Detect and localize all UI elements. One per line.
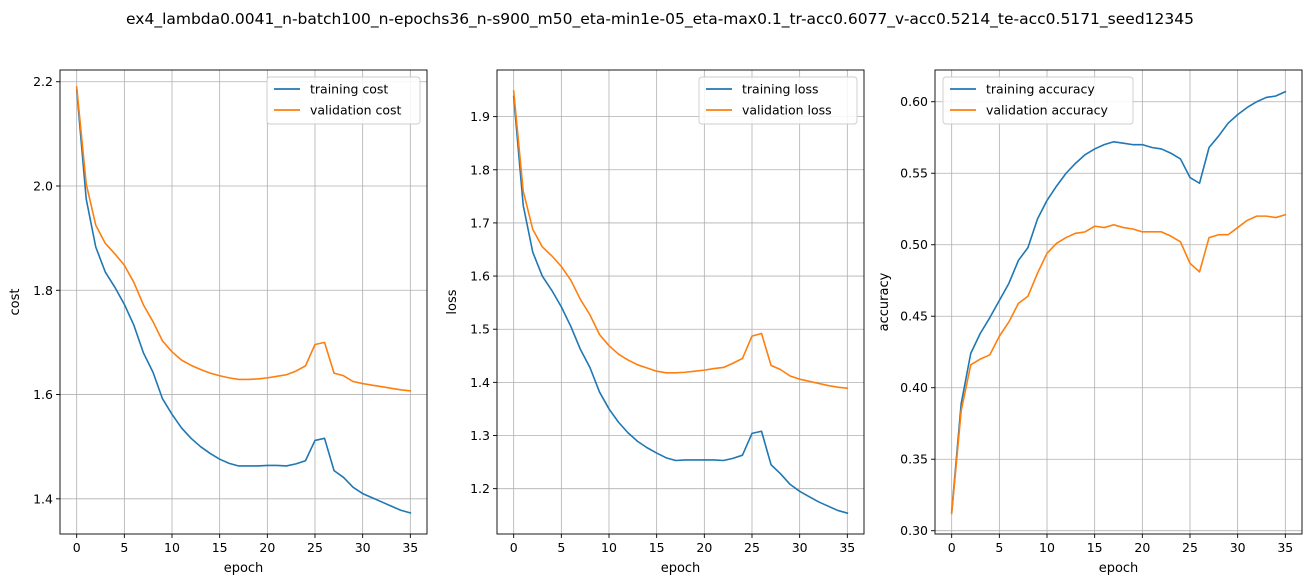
axes-frame xyxy=(496,69,865,535)
x-tick-label: 5 xyxy=(557,540,565,555)
y-tick-label: 1.4 xyxy=(33,491,53,506)
y-tick-label: 0.30 xyxy=(900,523,928,538)
series-line-training xyxy=(75,88,412,514)
y-tick-label: 1.2 xyxy=(470,481,490,496)
x-axis-label: epoch xyxy=(224,561,264,576)
y-tick-label: 1.5 xyxy=(470,322,490,337)
y-axis-label: accuracy xyxy=(877,272,892,331)
x-tick-label: 20 xyxy=(259,540,275,555)
x-tick-label: 25 xyxy=(307,540,323,555)
y-tick-label: 0.45 xyxy=(900,309,928,324)
grid xyxy=(497,70,864,534)
x-tick-label: 0 xyxy=(73,540,81,555)
y-tick-label: 0.50 xyxy=(900,237,928,252)
legend-box xyxy=(698,76,858,125)
y-tick-label: 0.35 xyxy=(900,452,928,467)
subplot-2: 0 5 10 15 20 25 30 35 1.2 1.3 1.4 1.5 1.6 1.7 1.8 1.9 ep… xyxy=(445,69,865,576)
y-tick-label: 2.0 xyxy=(33,179,53,194)
series-line-validation xyxy=(75,86,412,392)
subplot-1: 0 5 10 15 20 25 30 35 1.4 1.6 1.8 2.0 2.2 epoch cost tr… xyxy=(8,69,428,576)
legend: training cost validation cost xyxy=(266,76,421,125)
axes-frame xyxy=(59,69,428,535)
x-tick-label: 10 xyxy=(601,540,617,555)
legend-label-validation: validation loss xyxy=(742,103,832,118)
x-tick-label: 30 xyxy=(355,540,371,555)
x-tick-label: 25 xyxy=(1182,540,1198,555)
y-tick-label: 0.60 xyxy=(900,94,928,109)
x-axis-label: epoch xyxy=(661,561,701,576)
y-axis-label: cost xyxy=(8,289,23,316)
x-tick-label: 35 xyxy=(839,540,855,555)
subplots: 0 5 10 15 20 25 30 35 1.4 1.6 1.8 2.0 2.2 epoch cost tr… xyxy=(8,69,1303,576)
x-tick-label: 0 xyxy=(510,540,518,555)
y-tick-label: 2.2 xyxy=(33,74,53,89)
legend-label-training: training loss xyxy=(742,82,819,97)
x-tick-label: 15 xyxy=(649,540,665,555)
series-line-training xyxy=(950,90,1287,513)
legend-label-training: training accuracy xyxy=(986,82,1095,97)
figure-title: ex4_lambda0.0041_n-batch100_n-epochs36_n… xyxy=(126,10,1194,29)
legend-label-validation: validation cost xyxy=(310,103,402,118)
x-tick-label: 15 xyxy=(1087,540,1103,555)
y-tick-label: 1.6 xyxy=(33,387,53,402)
x-tick-label: 20 xyxy=(696,540,712,555)
series-line-validation xyxy=(950,213,1287,515)
x-tick-label: 5 xyxy=(120,540,128,555)
x-tick-label: 35 xyxy=(402,540,418,555)
x-tick-label: 30 xyxy=(1230,540,1246,555)
x-tick-label: 15 xyxy=(212,540,228,555)
y-tick-label: 1.8 xyxy=(470,162,490,177)
legend-label-validation: validation accuracy xyxy=(986,103,1109,118)
y-axis-label: loss xyxy=(445,289,460,314)
y-tick-label: 1.4 xyxy=(470,375,490,390)
y-tick-label: 1.3 xyxy=(470,428,490,443)
axes-frame xyxy=(934,69,1303,535)
y-tick-label: 1.8 xyxy=(33,283,53,298)
grid xyxy=(60,70,427,534)
x-axis-label: epoch xyxy=(1099,561,1139,576)
x-tick-label: 5 xyxy=(995,540,1003,555)
x-tick-label: 0 xyxy=(948,540,956,555)
series-line-validation xyxy=(512,90,849,390)
legend: training loss validation loss xyxy=(698,76,858,125)
legend-box xyxy=(266,76,421,125)
legend-box xyxy=(942,76,1134,125)
legend-label-training: training cost xyxy=(310,82,388,97)
y-tick-label: 1.9 xyxy=(470,109,490,124)
x-tick-label: 35 xyxy=(1277,540,1293,555)
x-tick-label: 10 xyxy=(1039,540,1055,555)
y-tick-label: 0.40 xyxy=(900,380,928,395)
x-tick-label: 20 xyxy=(1134,540,1150,555)
y-tick-label: 0.55 xyxy=(900,166,928,181)
x-tick-label: 30 xyxy=(792,540,808,555)
x-tick-label: 10 xyxy=(164,540,180,555)
subplot-3: 0 5 10 15 20 25 30 35 0.30 0.35 0.40 0.45 0.50 0.55 0.… xyxy=(877,69,1303,576)
y-tick-label: 1.6 xyxy=(470,269,490,284)
x-tick-label: 25 xyxy=(744,540,760,555)
series-line-training xyxy=(512,95,849,515)
y-tick-label: 1.7 xyxy=(470,215,490,230)
legend: training accuracy validation accuracy xyxy=(942,76,1134,125)
